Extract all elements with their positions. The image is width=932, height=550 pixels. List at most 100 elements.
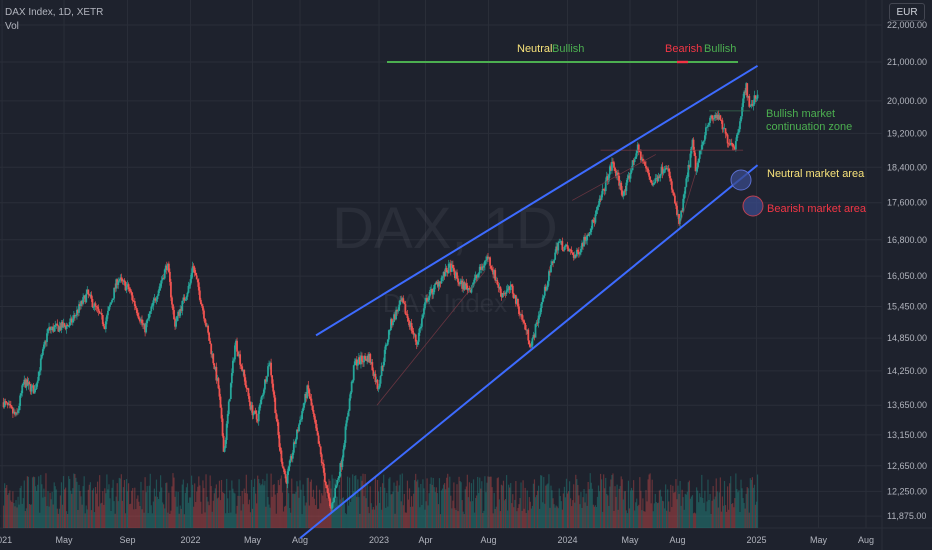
channel-lines[interactable]: [299, 64, 759, 540]
candle-body: [151, 305, 154, 307]
volume-bar: [195, 502, 197, 528]
candle-body: [694, 155, 697, 172]
candle-body: [385, 344, 388, 346]
price-axis[interactable]: 11,875.0012,250.0012,650.0013,150.0013,6…: [887, 20, 927, 521]
candle-body: [298, 424, 300, 432]
candle-body: [40, 354, 43, 359]
candle-body: [509, 284, 512, 291]
candle-body: [413, 334, 416, 336]
candle-body: [542, 295, 545, 298]
volume-bar: [344, 513, 347, 528]
volume-bar: [94, 487, 97, 528]
candle-body: [601, 189, 604, 195]
candle-body: [388, 329, 391, 331]
volume-bar: [685, 494, 687, 528]
volume-bar: [668, 501, 670, 528]
candle-body: [732, 146, 735, 148]
symbol-title[interactable]: DAX Index, 1D, XETR: [5, 7, 104, 18]
volume-bar: [53, 482, 55, 528]
volume-bar: [351, 497, 353, 528]
volume-bar: [574, 502, 576, 528]
volume-bar: [496, 478, 498, 528]
volume-bar: [516, 511, 518, 528]
candle-body: [330, 506, 332, 509]
volume-bar: [510, 483, 512, 528]
time-tick-label: Aug: [670, 535, 686, 545]
volume-bar: [490, 476, 492, 528]
time-tick-label: 2023: [369, 535, 389, 545]
volume-bar: [406, 480, 409, 528]
volume-bar: [300, 489, 302, 528]
volume-bar: [440, 490, 443, 528]
volume-bar: [352, 474, 354, 528]
volume-bar: [185, 487, 188, 528]
candle-body: [273, 391, 276, 398]
candle-body: [20, 393, 23, 396]
candle-body: [124, 281, 127, 291]
candle-body: [297, 429, 299, 432]
volume-bar: [676, 499, 678, 528]
candle-body: [301, 411, 303, 420]
candle-body: [518, 306, 520, 314]
candle-body: [741, 107, 743, 117]
volume-bar: [259, 483, 261, 528]
volume-bar: [12, 491, 14, 528]
candle-body: [568, 249, 571, 252]
volume-bar: [246, 493, 248, 528]
candle-body: [162, 277, 165, 279]
volume-bar: [607, 495, 609, 528]
candle-body: [600, 194, 603, 200]
candle-body: [396, 310, 399, 312]
volume-bar: [243, 488, 245, 528]
candle-body: [505, 290, 508, 294]
volume-bar: [551, 490, 553, 528]
volume-bar: [248, 499, 251, 528]
volume-bar: [69, 478, 71, 528]
candle-body: [318, 443, 321, 447]
candle-body: [183, 297, 186, 301]
candle-body: [360, 355, 362, 365]
volume-bar: [353, 491, 355, 528]
candle-body: [214, 367, 217, 370]
candle-body: [638, 151, 641, 153]
volume-bar: [274, 494, 276, 528]
volume-bar: [331, 474, 333, 528]
candle-body: [142, 323, 144, 325]
candle-body: [226, 414, 229, 424]
volume-bar: [173, 477, 175, 528]
volume-bar: [295, 492, 297, 528]
candle-body: [491, 268, 494, 271]
candle-body: [650, 179, 653, 183]
candle-body: [604, 180, 607, 192]
volume-bar: [148, 485, 150, 528]
candle-body: [342, 449, 345, 458]
candle-body: [387, 330, 390, 340]
candle-body: [725, 133, 728, 135]
currency-button[interactable]: EUR: [889, 3, 925, 21]
volume-bar: [209, 475, 211, 528]
volume-bar: [366, 484, 368, 528]
candle-body: [23, 379, 26, 384]
candle-body: [228, 399, 231, 402]
volume-bar: [405, 512, 408, 528]
candle-body: [294, 439, 297, 444]
volume-bar: [316, 508, 319, 528]
volume-indicator-label[interactable]: Vol: [5, 21, 19, 32]
volume-bar: [427, 505, 429, 528]
volume-bar: [24, 511, 26, 528]
candle-body: [423, 308, 425, 315]
time-axis[interactable]: 2021MaySep2022MayAug2023AprAug2024MayAug…: [0, 535, 874, 545]
candle-body: [174, 319, 176, 327]
candle-body: [392, 322, 394, 325]
volume-bar: [508, 484, 510, 528]
volume-bar: [270, 473, 272, 528]
candle-body: [102, 323, 105, 327]
time-tick-label: 2021: [0, 535, 12, 545]
candle-body: [464, 283, 467, 290]
volume-bar: [518, 504, 520, 528]
zone-bullish-line2: continuation zone: [766, 121, 852, 133]
volume-bar: [755, 501, 758, 528]
candle-body: [211, 353, 214, 355]
volume-bar: [23, 480, 25, 528]
